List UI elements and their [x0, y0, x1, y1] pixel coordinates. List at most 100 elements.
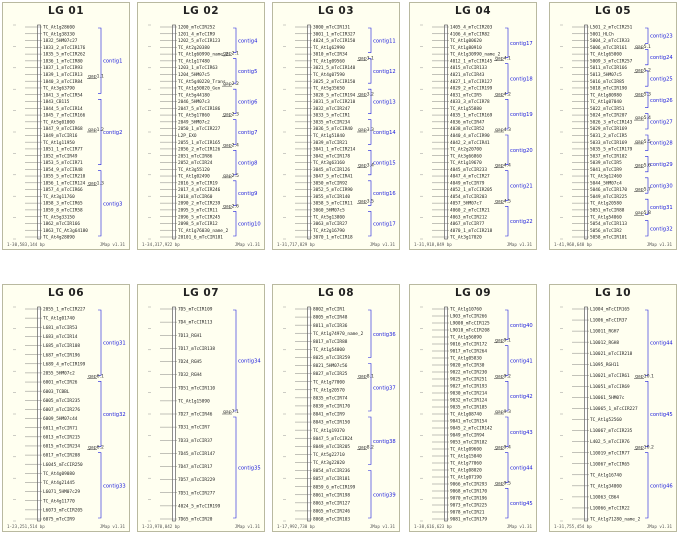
marker-label: 5024_mTcCIR207 — [590, 113, 627, 119]
marker-label: 5009_3_mTcCIR257 — [590, 58, 633, 64]
contig-label: contig29 — [650, 162, 673, 168]
marker-label: 1862_mTcCIR166 — [43, 221, 80, 227]
marker-label: 1835_5_mTcCIR262 — [43, 52, 86, 58]
marker-label: 5058_mTcCIR101 — [590, 235, 627, 241]
marker-label: 4029_2_mTcCIR199 — [450, 86, 493, 92]
contig-label: contig36 — [373, 332, 396, 338]
marker-label: 9068_mTcCIR170 — [450, 489, 487, 495]
marker-label: 4054_mTcCIR203 — [450, 194, 487, 200]
gap-label: gap10.1 — [635, 373, 654, 379]
marker-label: 9070_mTcCIR196 — [450, 496, 487, 502]
marker-label: 9035_mTcCIR185 — [450, 405, 487, 411]
lg-panel: LG 08 8002_mTcCIR1 8005_mTcCIR48 8011_mTcCI… — [272, 284, 400, 532]
marker-label: 9027_mTcCIR193 — [450, 384, 487, 390]
marker-label: 2047_5_mTcCIR186 — [178, 106, 221, 112]
contig-label: contig31 — [103, 341, 126, 347]
marker-label: TC_At5g22710 — [313, 452, 345, 458]
contig-bracket — [505, 345, 509, 376]
marker-label: 3028_5_mTcCIR194 — [313, 92, 356, 98]
marker-label: 4049_mTcCIR79 — [450, 180, 485, 186]
marker-label: 1852_mTcCIR49 — [43, 153, 78, 159]
marker-label: 2055_5HM07c2 — [43, 371, 75, 377]
marker-label: 8043_mTcCIR150 — [313, 420, 350, 426]
marker-label: 5029_mTcCIR169 — [590, 126, 627, 132]
lg-panel: LG 09 TC_At1g10760 L903_mTcCIR266 L9008_mTc… — [409, 284, 537, 532]
marker-label: 5039_mTcCIR5 — [590, 160, 622, 166]
marker-label: 3033_5_mTcCIR1 — [313, 113, 350, 119]
contig-label: contig18 — [510, 77, 533, 83]
marker-label: TC_At1g34000 — [590, 483, 622, 489]
software-credit: JMap v1.31 — [369, 524, 395, 529]
chromosome-length: 1-23,970,042 bp — [142, 524, 180, 529]
marker-label: 3001_1_mTcCIR327 — [313, 31, 356, 37]
chromosome-map: 1200_mTcCIR2521201_4_mTcCIR91202_5_mTcCI… — [148, 25, 261, 241]
chromosome-bar — [37, 24, 41, 240]
marker-label: L6045_mTcCIR250 — [43, 462, 83, 468]
gap-label: gap3.1 — [358, 56, 374, 62]
marker-label: 1855_5_mTcCIR210 — [43, 174, 86, 180]
marker-label: 5054_mTcCIR113 — [590, 221, 627, 227]
marker-label: 6003_TCBBL — [43, 389, 70, 395]
marker-label: 6009_5HM07c44 — [43, 416, 78, 422]
marker-label: TC_At5g01000 — [43, 119, 75, 125]
contig-bracket — [368, 58, 372, 84]
gap-label: gap2.4 — [223, 142, 239, 148]
marker-label: 4047_4_mTcCIR27 — [450, 174, 490, 180]
marker-label: 2016_5_mTcCIR19 — [178, 180, 218, 186]
contig-label: contig1 — [103, 59, 122, 65]
marker-label: 5033_mTcCIR169 — [590, 140, 627, 146]
marker-label: 8065_mTcCIR246 — [313, 509, 350, 515]
contig-bracket — [233, 149, 237, 176]
gap-label: gap7.1 — [223, 409, 239, 415]
marker-label: 9020_mTcCIR30 — [450, 363, 485, 369]
gap-label: gap2.2 — [223, 81, 239, 87]
marker-label: 5049_mTcCIR225 — [590, 194, 627, 200]
marker-label: 9066_mTcCIR293 — [450, 482, 487, 488]
marker-label: L683_mTcCIR14 — [43, 334, 78, 340]
marker-label: 7D65_mTcCIR20 — [178, 517, 213, 523]
marker-label: L10021_mTcCIR218 — [590, 351, 633, 357]
marker-label: 7D51_mTcCIR277 — [178, 490, 215, 496]
marker-label: 7D4_mTcCIR113 — [178, 320, 213, 326]
marker-label: TC_At1g30990_name_2 — [450, 52, 501, 58]
marker-label: 3063_mTcCIR27 — [313, 221, 348, 227]
marker-label: 8005_mTcCIR48 — [313, 315, 348, 321]
marker-label: L10067_mTcCIR65 — [590, 461, 630, 467]
marker-label: 2018_mTcCIR60 — [178, 194, 213, 200]
marker-label: 1857_4_mTcCIR66 — [43, 187, 83, 193]
marker-label: TC_At5g35650 — [313, 86, 345, 92]
marker-label: 6001_mTcCIR26 — [43, 380, 78, 386]
contig-bracket — [645, 309, 649, 376]
contig-label: contig10 — [238, 222, 261, 228]
gap-label: gap4.5 — [495, 198, 511, 204]
marker-label: 7D47_mTcCIR17 — [178, 464, 213, 470]
contig-label: contig35 — [238, 466, 261, 472]
marker-label: 8039_mTcCIR170 — [313, 404, 350, 410]
marker-label: 2096_5_mTcCIR245 — [178, 214, 221, 220]
contig-label: contig14 — [373, 130, 396, 136]
gap-label: gap5.1 — [635, 44, 651, 50]
marker-label: TC_At1g10760 — [450, 307, 482, 313]
gap-label: gap4.1 — [495, 56, 511, 62]
chromosome-map: 3000_mTcCIR1313001_1_mTcCIR3274024_5_mTc… — [283, 25, 396, 241]
marker-label: 1858_3_mTcCIR65 — [43, 201, 83, 207]
marker-label: 2055_1_mTcCIR165 — [178, 140, 221, 146]
marker-label: 5037_mTcCIR102 — [590, 153, 627, 159]
contig-label: contig8 — [238, 161, 257, 167]
contig-label: contig9 — [238, 191, 257, 197]
linkage-group-title: LG 09 — [454, 287, 492, 299]
marker-label: TC_At1g08020 — [450, 468, 482, 474]
contig-label: contig16 — [373, 191, 396, 197]
contig-label: contig24 — [650, 55, 673, 61]
gap-label: gap5.7 — [635, 186, 651, 192]
contig-label: contig13 — [373, 99, 396, 105]
marker-label: 7D13_RGH1 — [178, 333, 202, 339]
software-credit: JMap v1.31 — [506, 524, 532, 529]
contig-label: contig4 — [238, 38, 258, 44]
marker-label: TC_At1g17480 — [178, 58, 210, 64]
marker-label: TC_At1g62990 — [313, 45, 345, 51]
contig-bracket — [368, 416, 372, 465]
lg-panel: LG 02 1200_mTcCIR252 1201_4_mTcCIR9 1202_5_… — [137, 2, 265, 250]
marker-label: TC_At2g20380 — [178, 45, 210, 51]
gap-label: gap10.2 — [635, 445, 654, 451]
